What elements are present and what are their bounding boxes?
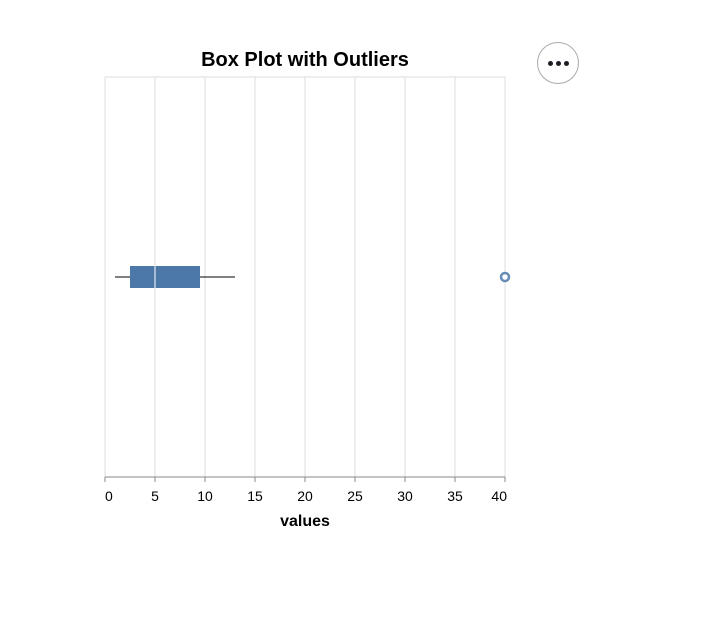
plot-marks xyxy=(115,266,511,288)
x-tick-label: 25 xyxy=(347,488,363,504)
x-tick-label: 40 xyxy=(491,488,507,504)
ellipsis-icon-dot xyxy=(563,60,569,66)
actions-menu-button[interactable] xyxy=(537,42,579,84)
ellipsis-icon-dot xyxy=(555,60,561,66)
x-axis-title: values xyxy=(280,513,330,530)
x-tick-label: 30 xyxy=(397,488,413,504)
x-tick-label: 5 xyxy=(151,488,159,504)
outlier-point xyxy=(499,271,511,283)
x-tick-label: 15 xyxy=(247,488,263,504)
iqr-box xyxy=(130,266,200,288)
x-axis: 0 5 10 15 20 25 30 35 40 xyxy=(104,476,507,504)
chart-title: Box Plot with Outliers xyxy=(201,49,409,71)
ellipsis-icon xyxy=(547,60,553,66)
x-tick-label: 0 xyxy=(105,488,113,504)
x-tick-label: 10 xyxy=(197,488,213,504)
x-tick-label: 20 xyxy=(297,488,313,504)
x-tick-label: 35 xyxy=(447,488,463,504)
